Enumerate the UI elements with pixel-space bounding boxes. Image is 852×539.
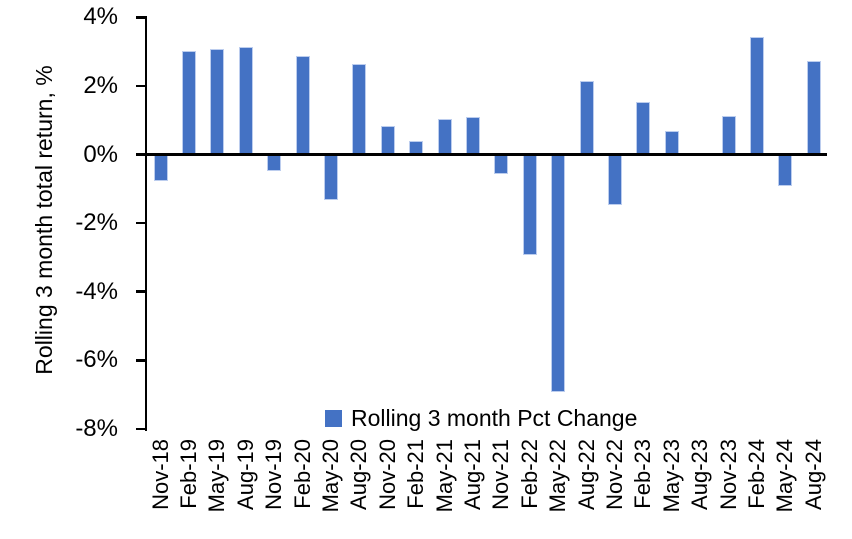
bar-May-20	[323, 153, 338, 201]
x-tick-label-May-19: May-19	[204, 439, 230, 513]
legend-swatch-icon	[325, 410, 342, 427]
x-tick-label-Nov-22: Nov-22	[601, 439, 627, 510]
x-tick-label-Feb-19: Feb-19	[175, 439, 201, 509]
y-tick-mark--8%	[136, 427, 147, 431]
y-tick-label--2%: -2%	[75, 209, 118, 237]
bar-Aug-21	[465, 117, 480, 156]
y-tick-mark-0%	[136, 153, 147, 156]
legend: Rolling 3 month Pct Change	[325, 407, 637, 430]
y-tick-label-0%: 0%	[83, 140, 118, 168]
y-tick-mark--6%	[136, 359, 147, 362]
bar-Nov-23	[721, 115, 736, 156]
x-tick-label-Nov-20: Nov-20	[374, 439, 400, 510]
bar-Feb-24	[749, 36, 764, 156]
x-tick-label-Aug-21: Aug-21	[459, 439, 485, 510]
y-tick-mark--2%	[136, 221, 147, 225]
y-tick-label--4%: -4%	[75, 277, 118, 305]
x-tick-label-Feb-23: Feb-23	[630, 439, 656, 509]
bar-Nov-20	[380, 126, 395, 156]
bar-Feb-22	[522, 153, 537, 255]
bar-Feb-21	[409, 141, 424, 156]
y-tick-label--6%: -6%	[75, 346, 118, 374]
x-tick-label-Aug-22: Aug-22	[573, 439, 599, 510]
bar-Feb-19	[181, 50, 196, 156]
bar-Nov-22	[607, 153, 622, 206]
x-tick-label-Aug-23: Aug-23	[687, 439, 713, 510]
bar-Nov-21	[494, 153, 509, 175]
x-tick-label-Aug-20: Aug-20	[346, 439, 372, 510]
y-tick-mark-4%	[136, 16, 147, 19]
x-tick-label-May-20: May-20	[317, 439, 343, 513]
x-tick-label-Nov-21: Nov-21	[488, 439, 514, 510]
x-tick-label-Feb-21: Feb-21	[403, 439, 429, 509]
y-axis-line	[144, 17, 147, 431]
bar-Aug-20	[352, 64, 367, 156]
x-axis-zero-line	[144, 153, 827, 156]
x-tick-label-Aug-24: Aug-24	[800, 439, 826, 510]
x-tick-label-Nov-18: Nov-18	[147, 439, 173, 510]
x-tick-label-Nov-19: Nov-19	[261, 439, 287, 510]
x-tick-label-May-24: May-24	[772, 439, 798, 513]
x-tick-label-May-21: May-21	[431, 439, 457, 513]
x-tick-label-Nov-23: Nov-23	[715, 439, 741, 510]
bar-May-19	[210, 48, 225, 156]
bar-May-23	[664, 131, 679, 156]
x-tick-label-Feb-20: Feb-20	[289, 439, 315, 509]
y-tick-label--8%: -8%	[75, 414, 118, 442]
bar-Nov-19	[267, 153, 282, 171]
x-tick-label-Feb-22: Feb-22	[516, 439, 542, 509]
x-tick-label-Aug-19: Aug-19	[232, 439, 258, 510]
bar-Aug-22	[579, 81, 594, 156]
x-tick-label-Feb-24: Feb-24	[743, 439, 769, 509]
bar-May-24	[778, 153, 793, 187]
bar-Nov-18	[153, 153, 168, 182]
y-tick-label-2%: 2%	[83, 71, 118, 99]
y-tick-mark--4%	[136, 290, 147, 293]
bar-May-22	[551, 153, 566, 393]
bar-Feb-23	[636, 102, 651, 156]
x-tick-label-May-23: May-23	[658, 439, 684, 513]
bar-Aug-24	[806, 60, 821, 156]
bar-May-21	[437, 119, 452, 156]
x-tick-label-May-22: May-22	[545, 439, 571, 513]
bar-Aug-19	[238, 47, 253, 156]
y-tick-mark-2%	[136, 84, 147, 88]
y-tick-label-4%: 4%	[83, 3, 118, 31]
legend-label: Rolling 3 month Pct Change	[351, 405, 638, 431]
bar-Feb-20	[295, 55, 310, 156]
